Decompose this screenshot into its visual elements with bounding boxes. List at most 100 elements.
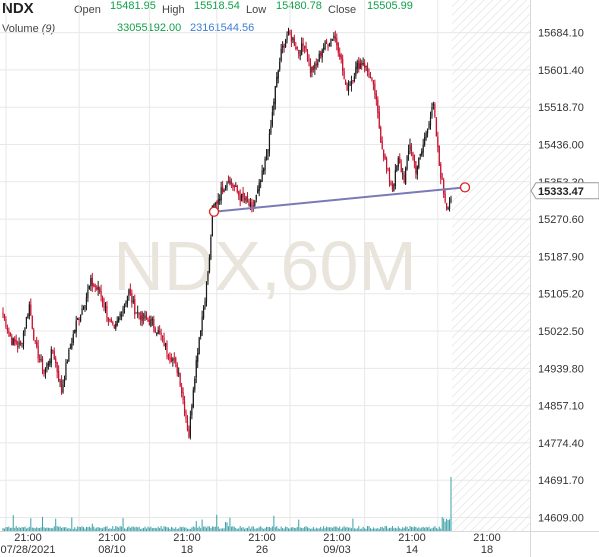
candle-body	[78, 319, 80, 321]
volume-bar	[368, 526, 370, 531]
volume-bar	[46, 527, 48, 531]
candle-body	[353, 76, 355, 82]
volume-bar	[148, 527, 150, 531]
x-tick-time: 21:00	[473, 532, 501, 544]
volume-bar	[251, 526, 253, 531]
candle-body	[394, 170, 396, 187]
candle-body	[413, 155, 415, 163]
candle-body	[110, 319, 112, 322]
volume-bar	[245, 528, 247, 531]
candle-body	[377, 99, 379, 113]
candle-body	[156, 333, 158, 335]
candle-body	[426, 128, 429, 134]
trend-line-handle[interactable]	[459, 182, 471, 193]
volume-bar	[449, 519, 451, 531]
volume-bar	[356, 528, 358, 531]
x-tick-date: 18	[481, 544, 493, 556]
volume-bar	[381, 526, 383, 531]
candle-body	[170, 357, 172, 362]
volume-bar	[328, 527, 330, 531]
trend-line-handle[interactable]	[208, 206, 220, 217]
trend-line-tool[interactable]	[208, 182, 471, 217]
volume-bar	[230, 526, 232, 531]
y-tick-label: 14691.70	[538, 475, 584, 487]
volume-bar	[233, 526, 235, 531]
volume-bar	[348, 527, 350, 531]
candle-body	[100, 290, 102, 297]
candle-body	[198, 337, 200, 355]
y-tick-label: 15270.60	[538, 214, 584, 226]
volume-bar	[431, 528, 433, 531]
candle-body	[224, 186, 227, 189]
volume-bars	[2, 477, 452, 531]
x-tick-date: 18	[181, 544, 193, 556]
volume-bar	[274, 527, 276, 531]
candle-body	[30, 304, 32, 316]
volume-bar	[308, 528, 310, 531]
candle-body	[261, 170, 263, 182]
volume-bar	[287, 528, 289, 531]
candle-body	[107, 317, 110, 321]
volume-bar	[355, 528, 357, 531]
volume-bar	[97, 527, 99, 531]
candle-body	[400, 163, 402, 172]
volume-bar	[208, 526, 210, 531]
candle-body	[364, 63, 366, 68]
volume-bar	[88, 526, 90, 531]
candle-body	[153, 319, 155, 328]
volume-bar	[412, 527, 414, 531]
candle-body	[157, 330, 159, 335]
volume-bar	[428, 526, 430, 531]
candle-body	[419, 153, 421, 157]
candle-body	[289, 32, 291, 36]
volume-bar	[286, 527, 288, 531]
volume-bar	[280, 526, 282, 531]
candle-body	[448, 202, 451, 209]
volume-bar	[223, 528, 225, 531]
volume-bar	[12, 515, 14, 531]
candle-body	[60, 380, 63, 393]
volume-bar	[211, 526, 213, 531]
candle-body	[298, 49, 300, 55]
candle-body	[252, 205, 254, 207]
volume-bar	[55, 518, 57, 531]
candle-body	[14, 338, 16, 342]
candle-body	[447, 208, 449, 210]
volume-bar	[132, 526, 134, 531]
open-label: Open	[74, 4, 101, 16]
volume-bar	[268, 527, 270, 531]
candle-body	[346, 83, 348, 91]
volume-bar	[214, 526, 216, 531]
candle-body	[233, 185, 235, 188]
price-axis[interactable]: 15684.1015601.4015518.7015436.0015353.30…	[538, 28, 584, 525]
candle-body	[352, 80, 354, 82]
time-axis[interactable]: 21:0007/28/202121:0008/1021:001821:00262…	[0, 532, 500, 556]
candle-body	[195, 360, 197, 378]
volume-bar	[447, 520, 449, 531]
candle-body	[435, 117, 437, 137]
volume-bar	[334, 526, 336, 531]
volume-bar	[119, 526, 121, 531]
candle-body	[270, 125, 272, 134]
volume-period: (9)	[41, 23, 56, 35]
volume-bar	[353, 528, 355, 531]
volume-bar	[434, 526, 436, 531]
candle-body	[381, 141, 383, 149]
volume-bar	[134, 527, 136, 531]
volume-bar	[83, 527, 85, 531]
volume-bar	[137, 527, 139, 531]
trend-line[interactable]	[213, 186, 466, 213]
volume-bar	[255, 528, 257, 531]
candle-body	[388, 169, 391, 182]
volume-bar	[399, 528, 401, 531]
volume-bar	[441, 517, 443, 531]
symbol-name: NDX	[2, 0, 34, 17]
candle-body	[324, 41, 326, 50]
volume-bar	[185, 527, 187, 531]
candle-body	[441, 178, 443, 180]
volume-bar	[154, 527, 156, 531]
candle-body	[443, 179, 445, 194]
volume-bar	[128, 526, 130, 531]
volume-bar	[104, 526, 106, 531]
